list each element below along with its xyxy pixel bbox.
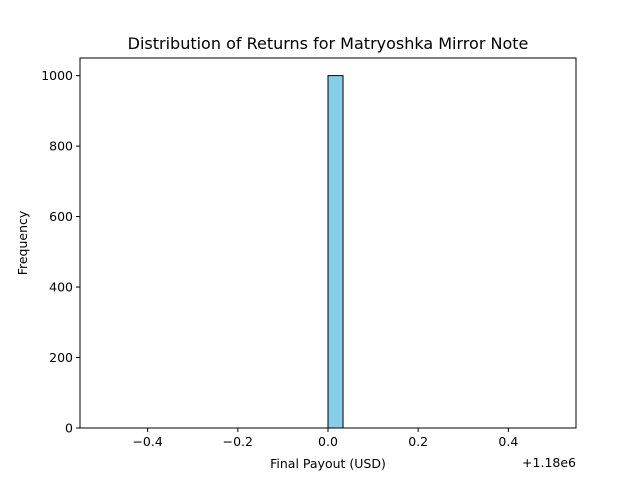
y-axis-ticks: 0 200 400 600 800 1000: [41, 68, 80, 436]
y-tick-label: 400: [49, 280, 73, 295]
x-tick-label: 0.2: [408, 434, 428, 449]
x-tick-label: 0.4: [498, 434, 518, 449]
y-tick-label: 1000: [41, 68, 73, 83]
x-axis-ticks: −0.4 −0.2 0.0 0.2 0.4: [132, 428, 518, 449]
y-tick-label: 600: [49, 209, 73, 224]
y-tick-label: 800: [49, 139, 73, 154]
histogram-bar: [327, 75, 344, 429]
y-axis-label: Frequency: [15, 210, 30, 275]
x-axis-offset-label: +1.18e6: [522, 455, 576, 470]
y-tick-label: 0: [65, 421, 73, 436]
histogram-bars: [327, 75, 344, 429]
x-axis-label: Final Payout (USD): [270, 456, 386, 471]
plot-frame: [79, 57, 577, 429]
chart-title: Distribution of Returns for Matryoshka M…: [128, 34, 529, 53]
x-tick-label: −0.2: [223, 434, 253, 449]
x-tick-label: −0.4: [132, 434, 162, 449]
y-tick-label: 200: [49, 350, 73, 365]
x-tick-label: 0.0: [318, 434, 338, 449]
